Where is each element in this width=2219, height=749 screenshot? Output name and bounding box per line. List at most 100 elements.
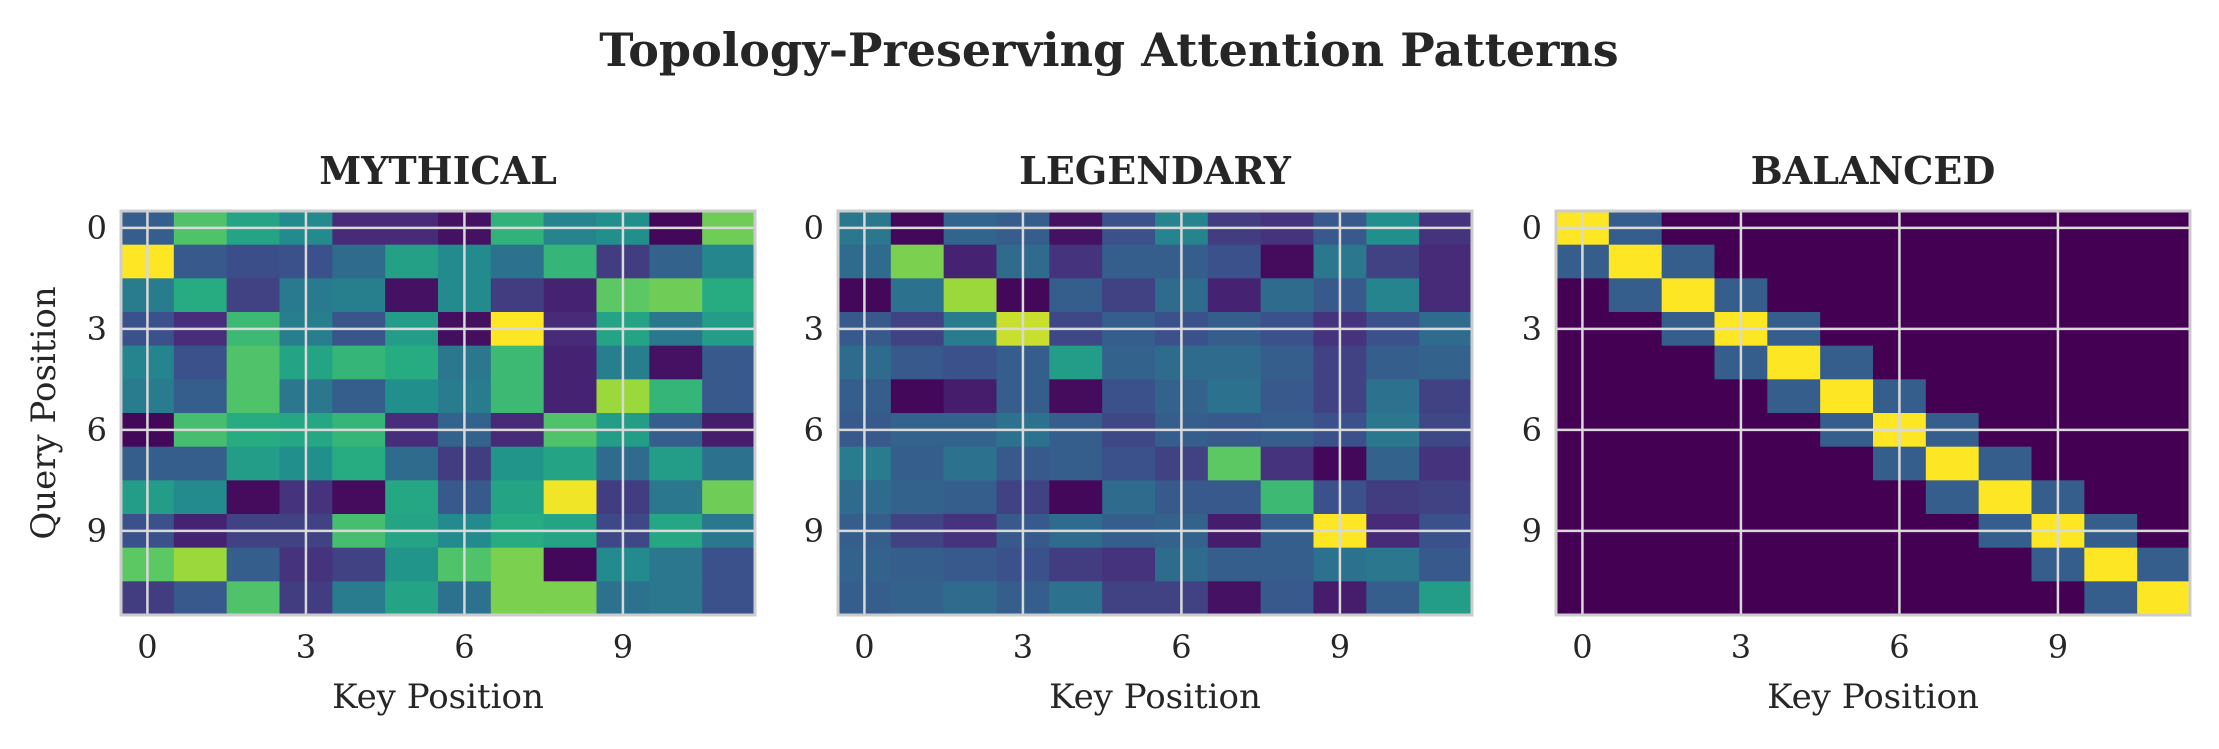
heatmap-cell-legendary-5-2: [943, 379, 998, 414]
heatmap-cell-balanced-11-7: [1925, 581, 1980, 616]
y-tick-label-balanced-6: 6: [1522, 411, 1542, 449]
heatmap-cell-balanced-5-11: [2137, 379, 2191, 414]
x-tick-label-legendary-9: 9: [1330, 628, 1350, 666]
heatmap-cell-balanced-11-2: [1661, 581, 1716, 616]
heatmap-cell-legendary-11-7: [1207, 581, 1262, 616]
heatmap-cell-legendary-11-4: [1049, 581, 1103, 616]
heatmap-cell-legendary-10-7: [1207, 547, 1262, 582]
heatmap-cell-balanced-2-1: [1608, 278, 1663, 313]
heatmap-cells-legendary: [838, 211, 1473, 616]
heatmap-cell-balanced-7-5: [1820, 446, 1874, 481]
heatmap-cell-balanced-4-10: [2084, 345, 2138, 380]
x-axis-label-mythical: Key Position: [332, 677, 544, 717]
heatmap-cell-balanced-5-8: [1978, 379, 2033, 414]
heatmap-cell-legendary-2-1: [890, 278, 945, 313]
heatmap-cell-mythical-4-7: [490, 345, 545, 380]
heatmap-cell-mythical-11-7: [490, 581, 545, 616]
heatmap-cell-balanced-10-7: [1925, 547, 1980, 582]
heatmap-cell-balanced-5-2: [1661, 379, 1716, 414]
heatmap-cell-legendary-1-7: [1207, 244, 1262, 279]
heatmap-cell-balanced-2-11: [2137, 278, 2191, 313]
x-tick-label-mythical-0: 0: [137, 628, 157, 666]
axes-frame-legendary: [836, 209, 1474, 617]
heatmap-cell-mythical-8-10: [649, 480, 703, 515]
heatmap-cell-balanced-8-10: [2084, 480, 2138, 515]
heatmap-cell-legendary-7-7: [1207, 446, 1262, 481]
heatmap-cell-legendary-7-4: [1049, 446, 1103, 481]
heatmap-cell-legendary-5-8: [1260, 379, 1315, 414]
heatmap-cell-balanced-1-5: [1820, 244, 1874, 279]
heatmap-cell-legendary-10-11: [1419, 547, 1473, 582]
heatmap-cell-legendary-11-2: [943, 581, 998, 616]
heatmap-cell-mythical-11-11: [702, 581, 756, 616]
x-tick-label-legendary-6: 6: [1171, 628, 1191, 666]
x-tick-label-balanced-3: 3: [1731, 628, 1751, 666]
y-ticks-mythical: 0 3 6 9: [87, 209, 107, 550]
heatmap-cell-legendary-4-8: [1260, 345, 1315, 380]
gridlines-mythical: [121, 211, 755, 615]
heatmap-cell-legendary-11-8: [1260, 581, 1315, 616]
heatmap-cell-legendary-5-7: [1207, 379, 1262, 414]
x-tick-label-mythical-9: 9: [613, 628, 633, 666]
heatmap-cell-mythical-5-7: [490, 379, 545, 414]
heatmap-cell-legendary-4-4: [1049, 345, 1103, 380]
heatmap-cell-mythical-5-10: [649, 379, 703, 414]
heatmap-cell-mythical-10-2: [226, 547, 281, 582]
heatmap-cell-balanced-11-5: [1820, 581, 1874, 616]
heatmap-cell-legendary-8-8: [1260, 480, 1315, 515]
heatmap-cell-balanced-11-4: [1767, 581, 1821, 616]
heatmap-cell-legendary-7-8: [1260, 446, 1315, 481]
panel-title-legendary: LEGENDARY: [1019, 148, 1292, 193]
heatmap-cell-balanced-8-4: [1767, 480, 1821, 515]
y-ticks-balanced: 0 3 6 9: [1522, 209, 1542, 550]
heatmap-cell-mythical-1-4: [332, 244, 386, 279]
figure-title: Topology-Preserving Attention Patterns: [599, 23, 1618, 77]
heatmap-cell-mythical-7-5: [385, 446, 439, 481]
y-tick-label-legendary-6: 6: [804, 411, 824, 449]
heatmap-cell-mythical-1-11: [702, 244, 756, 279]
x-tick-label-mythical-3: 3: [296, 628, 316, 666]
x-tick-label-legendary-3: 3: [1013, 628, 1033, 666]
heatmap-cell-legendary-8-4: [1049, 480, 1103, 515]
y-tick-label-balanced-0: 0: [1522, 209, 1542, 247]
heatmap-cell-legendary-7-2: [943, 446, 998, 481]
heatmap-cell-balanced-2-4: [1767, 278, 1821, 313]
heatmap-cell-legendary-4-2: [943, 345, 998, 380]
heatmap-cell-mythical-7-2: [226, 446, 281, 481]
heatmap-cell-balanced-2-7: [1925, 278, 1980, 313]
y-tick-label-legendary-3: 3: [804, 310, 824, 348]
heatmap-cell-legendary-8-10: [1366, 480, 1420, 515]
heatmap-cell-mythical-1-7: [490, 244, 545, 279]
y-tick-label-mythical-9: 9: [87, 512, 107, 550]
heatmap-cell-legendary-2-4: [1049, 278, 1103, 313]
heatmap-cell-balanced-7-7: [1925, 446, 1980, 481]
x-ticks-legendary: 0 3 6 9: [854, 628, 1350, 666]
heatmap-cell-balanced-8-2: [1661, 480, 1716, 515]
heatmap-cell-mythical-7-4: [332, 446, 386, 481]
heatmap-cell-legendary-1-4: [1049, 244, 1103, 279]
heatmap-cell-balanced-4-2: [1661, 345, 1716, 380]
heatmap-cell-balanced-1-10: [2084, 244, 2138, 279]
heatmap-cell-legendary-2-10: [1366, 278, 1420, 313]
panel-balanced: BALANCED 0 3 6 9 0 3 6 9 Key Position: [1522, 148, 2192, 717]
heatmap-cell-legendary-4-11: [1419, 345, 1473, 380]
heatmap-cell-legendary-8-11: [1419, 480, 1473, 515]
heatmap-cell-balanced-4-7: [1925, 345, 1980, 380]
heatmap-cells-mythical: [121, 211, 756, 616]
heatmap-cell-balanced-1-8: [1978, 244, 2033, 279]
y-tick-label-balanced-3: 3: [1522, 310, 1542, 348]
heatmap-cell-balanced-7-4: [1767, 446, 1821, 481]
heatmap-cell-balanced-2-10: [2084, 278, 2138, 313]
heatmap-cell-mythical-10-10: [649, 547, 703, 582]
heatmap-cell-mythical-4-4: [332, 345, 386, 380]
heatmap-cell-balanced-5-1: [1608, 379, 1663, 414]
heatmap-cell-balanced-7-1: [1608, 446, 1663, 481]
heatmap-cell-legendary-4-7: [1207, 345, 1262, 380]
x-axis-label-legendary: Key Position: [1049, 677, 1261, 717]
gridlines-legendary: [838, 211, 1472, 615]
heatmap-cell-balanced-11-1: [1608, 581, 1663, 616]
axes-frame-mythical: [119, 209, 757, 617]
heatmap-cell-legendary-1-1: [890, 244, 945, 279]
heatmap-cell-mythical-11-5: [385, 581, 439, 616]
